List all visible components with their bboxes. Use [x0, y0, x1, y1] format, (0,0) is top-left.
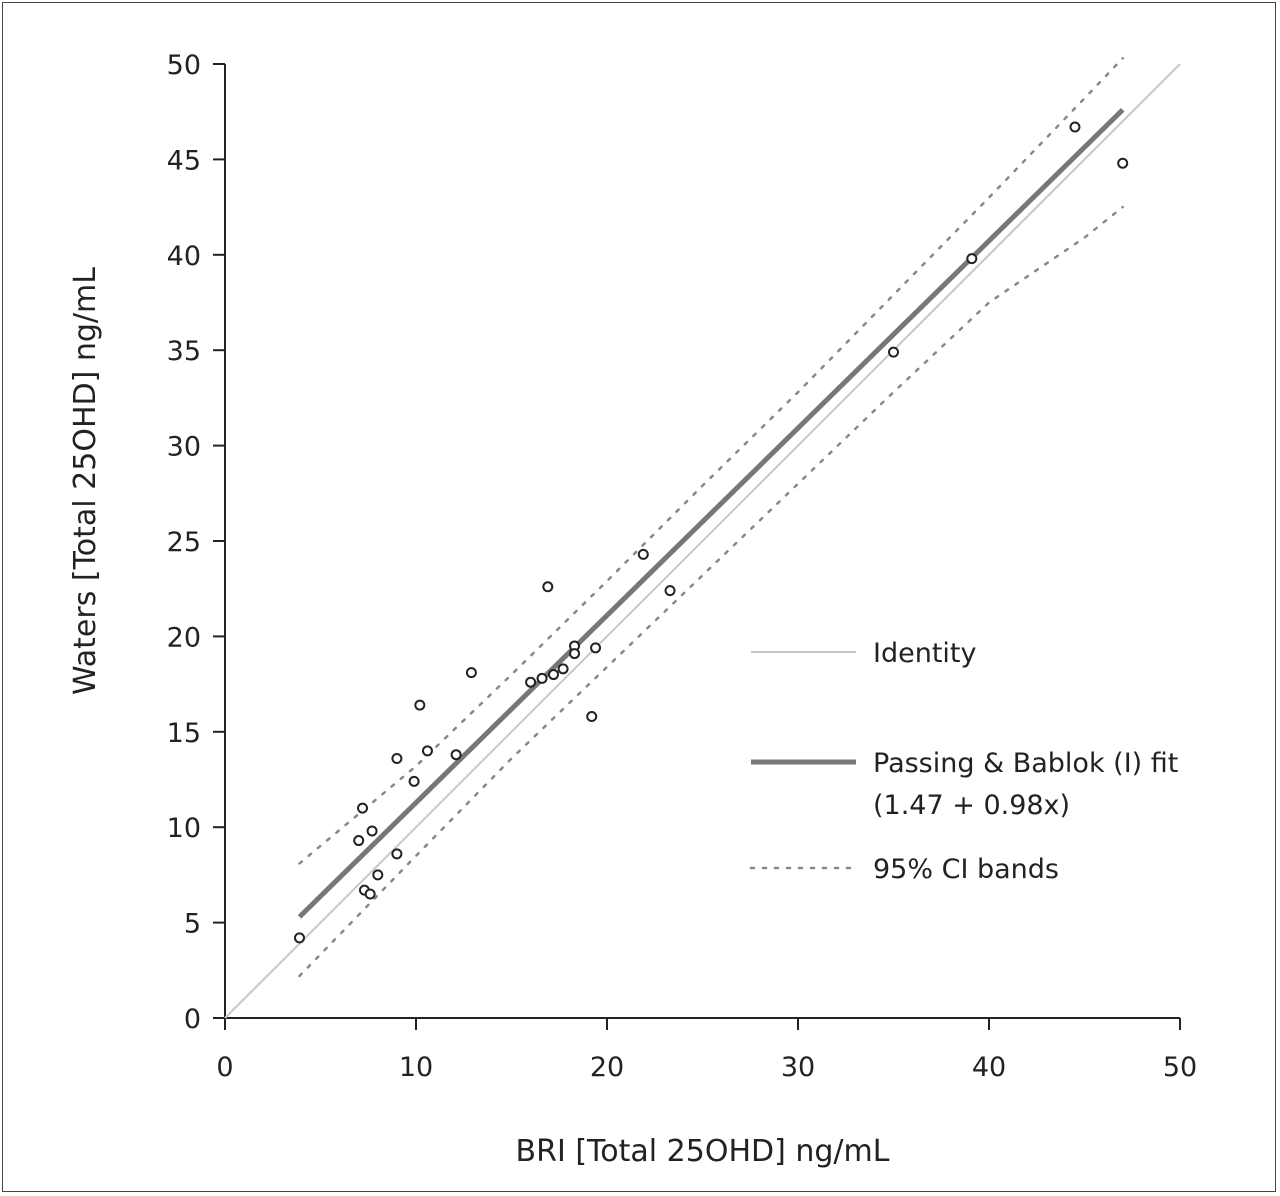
data-point: [450, 749, 462, 761]
y-tick-label: 25: [167, 527, 201, 558]
data-point: [293, 932, 305, 944]
data-point: [414, 699, 426, 711]
data-point: [586, 711, 598, 723]
fit-line: [297, 108, 1125, 919]
data-point: [421, 745, 433, 757]
series-lines: [224, 57, 1181, 1019]
data-point: [465, 667, 477, 679]
identity-line: [224, 63, 1181, 1019]
x-tick-label: 50: [1163, 1052, 1197, 1083]
data-point: [966, 253, 978, 265]
data-point: [557, 663, 569, 675]
data-point: [353, 835, 365, 847]
data-point: [364, 888, 376, 900]
data-point: [525, 676, 537, 688]
data-point: [637, 548, 649, 560]
data-point: [542, 581, 554, 593]
x-tick-label: 10: [399, 1052, 433, 1083]
y-axis-title: Waters [Total 25OHD] ng/mL: [68, 267, 103, 695]
y-tick-label: 10: [167, 813, 201, 844]
legend-ci-label: 95% CI bands: [873, 854, 1059, 885]
x-tick-label: 40: [972, 1052, 1006, 1083]
data-point: [664, 585, 676, 597]
x-tick-label: 20: [590, 1052, 624, 1083]
data-point: [408, 775, 420, 787]
data-point: [1069, 121, 1081, 133]
x-ticks: 0 10 20 30 40 50: [216, 1018, 1197, 1083]
legend: Identity Passing & Bablok (I) fit (1.47 …: [749, 638, 1178, 885]
data-point: [888, 346, 899, 358]
legend-fit-label: Passing & Bablok (I) fit: [873, 748, 1178, 779]
data-point: [590, 642, 602, 654]
axes: 0 10 20 30 40 50 0 5 10 15 20 25 30 35 40 45 50: [167, 50, 1198, 1083]
data-point: [372, 869, 384, 881]
y-tick-label: 0: [184, 1004, 201, 1035]
y-tick-label: 30: [167, 432, 201, 463]
data-point: [391, 753, 403, 765]
x-tick-label: 30: [781, 1052, 815, 1083]
data-points: [293, 121, 1129, 944]
ci-band-upper: [298, 57, 1124, 865]
scatter-chart: 0 10 20 30 40 50 0 5 10 15 20 25 30 35 40 45 50 BRI [To…: [68, 50, 1198, 1169]
data-point: [548, 669, 560, 681]
y-tick-label: 40: [167, 241, 201, 272]
legend-identity-label: Identity: [873, 638, 976, 669]
y-tick-label: 20: [167, 622, 201, 653]
y-tick-label: 45: [167, 145, 201, 176]
data-point: [357, 802, 369, 814]
data-point: [391, 848, 403, 860]
y-tick-label: 5: [184, 909, 201, 940]
y-tick-label: 35: [167, 336, 201, 367]
data-point: [569, 648, 581, 660]
x-tick-label: 0: [216, 1052, 233, 1083]
ci-band-lower: [298, 205, 1124, 978]
data-point: [366, 825, 378, 837]
x-axis-title: BRI [Total 25OHD] ng/mL: [516, 1134, 890, 1169]
y-tick-label: 15: [167, 718, 201, 749]
y-tick-label: 50: [167, 50, 201, 81]
legend-fit-equation: (1.47 + 0.98x): [873, 790, 1070, 821]
data-point: [536, 672, 548, 684]
y-ticks: 0 5 10 15 20 25 30 35 40 45 50: [167, 50, 225, 1035]
data-point: [1117, 157, 1129, 169]
